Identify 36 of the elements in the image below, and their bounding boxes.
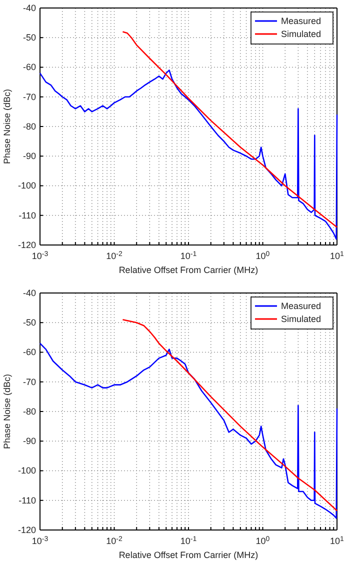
y-axis-title: Phase Noise (dBc) <box>2 88 12 164</box>
legend-label: Simulated <box>281 314 322 324</box>
x-tick-label: 10$^{-1}$ <box>180 250 197 261</box>
x-tick-label: 10$^{0}$ <box>256 250 270 261</box>
y-axis-title: Phase Noise (dBc) <box>2 374 12 450</box>
y-tick-label: -50 <box>22 318 36 328</box>
x-axis-title: Relative Offset From Carrier (MHz) <box>118 265 258 275</box>
y-tick-label: -40 <box>22 288 36 298</box>
y-tick-label: -80 <box>22 406 36 416</box>
y-tick-label: -70 <box>22 92 36 102</box>
x-tick-label: 10$^{1}$ <box>330 535 344 546</box>
y-tick-label: -120 <box>18 524 36 535</box>
y-tick-label: -100 <box>18 466 36 476</box>
y-tick-label: -60 <box>22 62 36 72</box>
x-tick-label: 10$^{-1}$ <box>180 535 197 546</box>
x-tick-label: 10$^{-2}$ <box>106 250 122 261</box>
legend-label: Measured <box>281 301 322 311</box>
x-tick-label: 10$^{1}$ <box>330 250 344 261</box>
y-tick-label: -80 <box>22 121 36 132</box>
y-tick-label: -40 <box>22 2 36 13</box>
y-tick-label: -50 <box>22 32 36 43</box>
legend-label: Measured <box>281 16 322 26</box>
x-tick-label: 10$^{-3}$ <box>32 535 48 546</box>
x-axis-title: Relative Offset From Carrier (MHz) <box>118 550 258 560</box>
y-tick-label: -110 <box>18 210 36 220</box>
y-tick-label: -90 <box>22 436 36 446</box>
x-tick-label: 10$^{0}$ <box>256 535 270 546</box>
y-tick-label: -120 <box>18 240 36 250</box>
legend-label: Simulated <box>281 29 322 39</box>
y-tick-label: -100 <box>18 180 36 191</box>
y-tick-label: -60 <box>22 347 36 358</box>
y-tick-label: -110 <box>18 495 36 506</box>
y-tick-label: -90 <box>22 151 36 162</box>
x-tick-label: 10$^{-3}$ <box>32 250 48 261</box>
x-tick-label: 10$^{-2}$ <box>106 535 122 546</box>
y-tick-label: -70 <box>22 376 36 387</box>
